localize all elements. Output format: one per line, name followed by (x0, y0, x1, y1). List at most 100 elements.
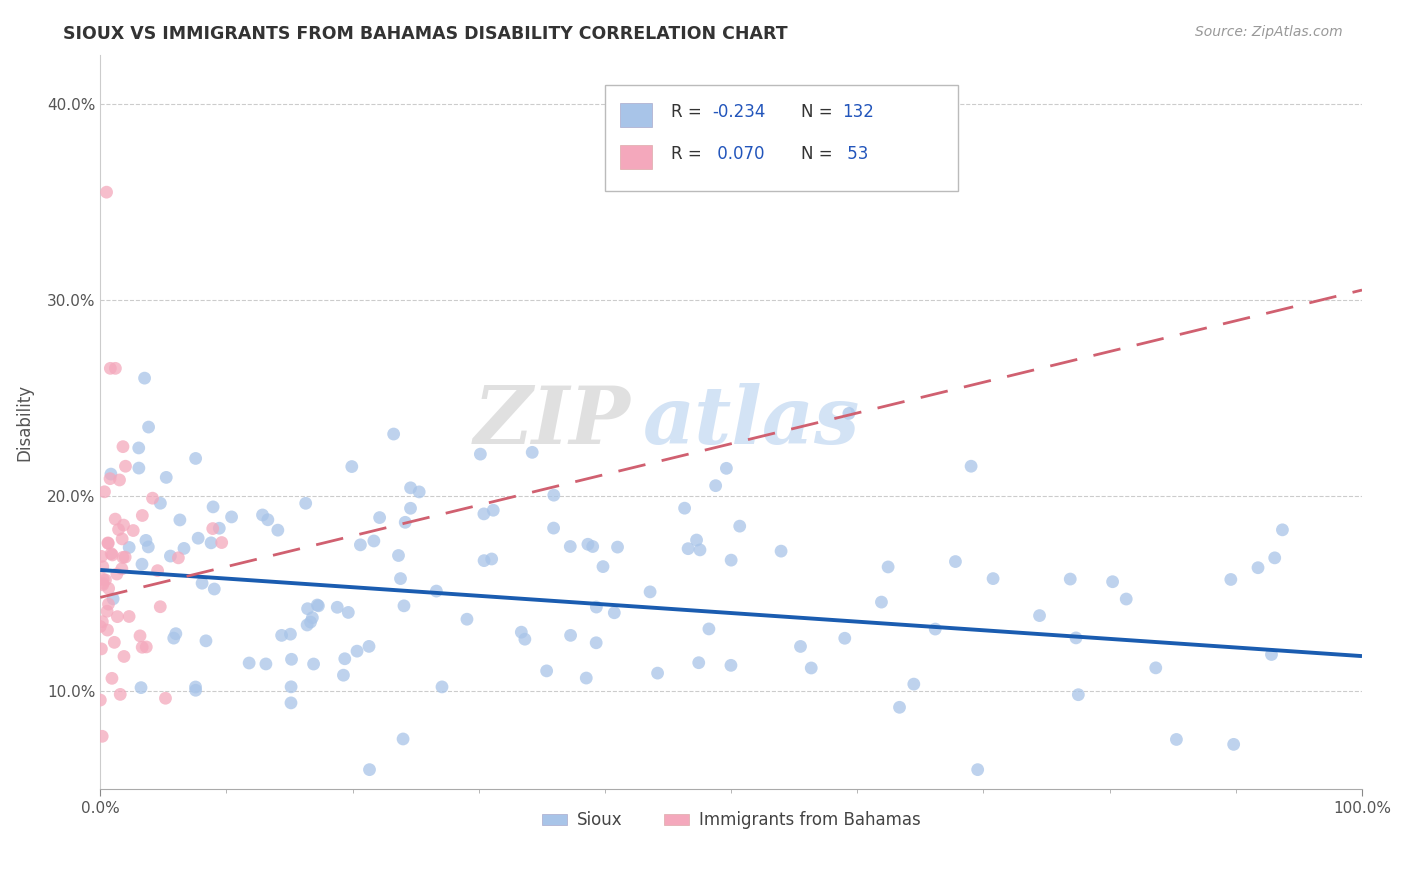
Point (1219, 573, 1241, 587)
Text: ZIP: ZIP (474, 384, 630, 461)
Text: N =: N = (800, 103, 832, 121)
Point (647, 666, 669, 681)
Point (101, 671, 124, 685)
Point (112, 649, 135, 664)
Point (267, 523, 290, 537)
Point (141, 491, 163, 506)
Point (1222, 737, 1244, 751)
Point (131, 508, 153, 523)
Point (118, 541, 141, 555)
Text: SIOUX VS IMMIGRANTS FROM BAHAMAS DISABILITY CORRELATION CHART: SIOUX VS IMMIGRANTS FROM BAHAMAS DISABIL… (63, 25, 787, 43)
Point (208, 521, 231, 535)
Point (302, 657, 325, 671)
Point (91, 615, 114, 629)
Point (638, 585, 661, 599)
Point (606, 540, 628, 554)
Point (97, 536, 120, 550)
Point (112, 518, 135, 533)
Point (349, 538, 371, 552)
Point (101, 548, 124, 562)
Point (392, 599, 415, 613)
Text: R =: R = (671, 103, 702, 121)
Point (211, 535, 233, 549)
Point (357, 640, 380, 654)
Point (297, 601, 319, 615)
Text: -0.234: -0.234 (713, 103, 766, 121)
Point (104, 512, 127, 526)
Point (105, 609, 128, 624)
Point (728, 519, 751, 533)
Point (114, 550, 136, 565)
Point (1064, 631, 1087, 645)
Point (254, 657, 277, 671)
Point (91, 572, 114, 586)
Point (582, 540, 605, 554)
Point (1028, 608, 1050, 623)
Point (903, 677, 925, 691)
Point (96, 604, 118, 618)
Point (408, 484, 430, 499)
Point (173, 541, 195, 556)
Point (472, 507, 495, 521)
Point (346, 644, 368, 658)
Point (128, 461, 150, 475)
Point (689, 542, 711, 557)
Point (93, 484, 115, 499)
Point (201, 522, 224, 536)
Point (685, 533, 707, 547)
Point (280, 680, 302, 694)
Point (513, 632, 536, 647)
Point (673, 501, 696, 516)
Point (90, 641, 112, 656)
Point (108, 473, 131, 487)
Point (91, 578, 114, 592)
Point (100, 467, 122, 482)
Point (167, 550, 190, 565)
Point (394, 516, 416, 530)
Point (299, 615, 322, 629)
Point (184, 451, 207, 466)
Point (100, 547, 122, 561)
Text: 132: 132 (842, 103, 875, 121)
Point (202, 500, 225, 514)
Legend: Sioux, Immigrants from Bahamas: Sioux, Immigrants from Bahamas (534, 805, 928, 836)
Point (270, 628, 292, 642)
Point (924, 622, 946, 636)
Point (603, 606, 626, 620)
Point (425, 584, 447, 599)
Point (149, 599, 172, 614)
Point (194, 633, 217, 648)
Point (981, 572, 1004, 586)
Point (280, 652, 302, 666)
Point (191, 576, 214, 591)
Point (97, 582, 120, 596)
Point (129, 681, 152, 695)
Point (838, 406, 860, 420)
Point (575, 671, 598, 685)
Point (103, 635, 125, 649)
Point (131, 640, 153, 655)
Point (138, 420, 160, 434)
Text: N =: N = (800, 145, 832, 163)
Point (332, 668, 354, 682)
Point (481, 552, 503, 566)
Point (97, 597, 120, 611)
Point (301, 611, 323, 625)
Point (522, 445, 544, 459)
Point (129, 629, 152, 643)
Point (135, 533, 157, 548)
Point (1144, 661, 1167, 675)
Point (94, 573, 117, 587)
Point (337, 606, 360, 620)
Point (187, 531, 209, 545)
Point (877, 560, 900, 574)
Point (111, 550, 134, 565)
Text: Source: ZipAtlas.com: Source: ZipAtlas.com (1195, 25, 1343, 39)
Point (592, 559, 614, 574)
Point (155, 470, 177, 484)
Point (1166, 732, 1188, 747)
Point (89, 619, 111, 633)
Point (159, 549, 181, 563)
Point (1264, 550, 1286, 565)
Point (91, 559, 114, 574)
